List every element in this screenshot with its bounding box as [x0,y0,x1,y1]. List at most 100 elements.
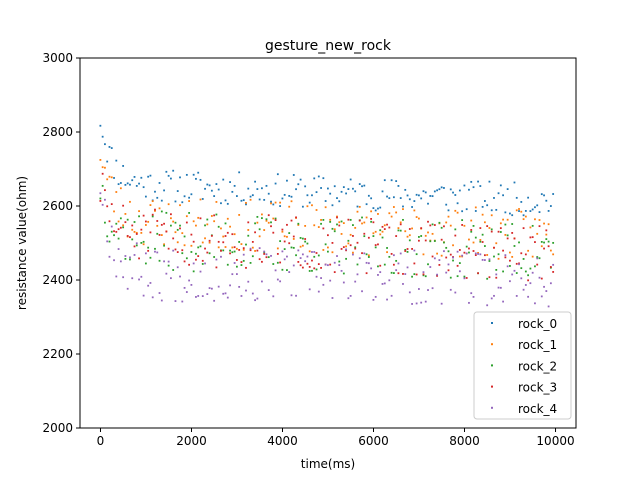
data-point-rock_3 [474,254,477,256]
data-point-rock_2 [479,240,482,243]
data-point-rock_3 [424,239,427,242]
data-point-rock_1 [474,206,477,209]
data-point-rock_0 [336,197,338,200]
data-point-rock_1 [104,166,106,169]
data-point-rock_4 [222,292,225,295]
data-point-rock_3 [167,247,170,250]
data-point-rock_1 [158,207,161,210]
data-point-rock_0 [347,188,350,190]
data-point-rock_3 [195,258,197,261]
data-point-rock_1 [276,247,279,250]
data-point-rock_2 [481,233,484,236]
data-point-rock_0 [474,210,477,212]
data-point-rock_2 [331,227,334,230]
data-point-rock_3 [481,241,484,243]
data-point-rock_2 [506,234,509,237]
chart-title: gesture_new_rock [265,38,392,54]
data-point-rock_0 [454,194,457,196]
data-point-rock_1 [452,244,454,247]
data-point-rock_0 [458,189,461,192]
data-point-rock_0 [311,194,313,197]
legend-marker-rock_2 [491,364,493,367]
y-tick-label: 2800 [42,125,73,139]
data-point-rock_4 [251,292,254,295]
data-point-rock_3 [99,200,102,202]
data-point-rock_3 [549,266,552,268]
data-point-rock_0 [233,184,236,187]
data-point-rock_4 [179,275,181,278]
data-point-rock_3 [106,205,109,208]
data-point-rock_1 [204,237,206,240]
data-point-rock_2 [427,263,429,266]
data-point-rock_1 [251,246,254,249]
legend-label-rock_4: rock_4 [518,402,557,416]
data-point-rock_0 [415,193,418,196]
data-point-rock_4 [283,258,286,261]
data-point-rock_0 [295,188,297,191]
data-point-rock_2 [172,269,175,271]
data-point-rock_0 [356,205,359,208]
data-point-rock_2 [142,240,145,243]
data-point-rock_4 [106,240,109,243]
data-point-rock_0 [477,180,479,183]
data-point-rock_2 [486,277,489,280]
data-point-rock_3 [299,264,302,267]
data-point-rock_1 [354,226,357,229]
data-point-rock_3 [165,230,168,233]
data-point-rock_0 [379,206,382,209]
data-point-rock_0 [115,159,118,162]
data-point-rock_3 [117,228,120,231]
data-point-rock_1 [317,226,320,228]
data-point-rock_4 [124,255,127,257]
data-point-rock_3 [429,224,432,227]
data-point-rock_2 [474,236,477,239]
data-point-rock_4 [349,295,352,297]
data-point-rock_2 [201,263,204,265]
data-point-rock_4 [531,271,534,274]
data-point-rock_3 [204,247,206,250]
data-point-rock_3 [229,252,231,255]
data-point-rock_1 [333,228,336,231]
data-point-rock_0 [418,194,420,197]
data-point-rock_3 [267,214,270,217]
data-point-rock_3 [502,249,504,252]
data-point-rock_4 [115,275,118,278]
data-point-rock_1 [520,210,523,213]
data-point-rock_2 [402,218,404,221]
data-point-rock_3 [513,237,516,240]
data-point-rock_3 [181,249,184,252]
data-point-rock_0 [210,189,213,192]
data-point-rock_2 [313,255,316,258]
data-point-rock_2 [440,226,443,229]
data-point-rock_4 [329,279,332,282]
data-point-rock_1 [472,241,475,244]
data-point-rock_4 [481,259,484,261]
data-point-rock_4 [402,283,404,285]
data-point-rock_0 [345,192,347,195]
data-point-rock_0 [315,191,318,194]
data-point-rock_0 [297,183,300,186]
data-point-rock_1 [265,219,268,222]
data-point-rock_4 [217,285,220,288]
data-point-rock_4 [436,273,439,276]
data-point-rock_2 [468,251,470,254]
data-point-rock_4 [483,259,486,261]
y-tick-label: 2200 [42,347,73,361]
data-point-rock_3 [108,220,111,223]
data-point-rock_0 [199,178,202,181]
data-point-rock_2 [238,241,241,243]
data-point-rock_2 [299,237,302,239]
data-point-rock_2 [267,256,270,259]
data-point-rock_1 [402,208,404,211]
data-point-rock_2 [151,215,154,218]
legend-marker-rock_1 [491,343,493,346]
data-point-rock_2 [418,236,420,238]
data-point-rock_1 [183,244,186,247]
data-point-rock_3 [119,226,122,229]
data-point-rock_0 [515,196,518,199]
data-point-rock_2 [270,221,272,224]
data-point-rock_2 [245,243,247,246]
data-point-rock_1 [518,208,520,210]
data-point-rock_1 [531,255,534,258]
